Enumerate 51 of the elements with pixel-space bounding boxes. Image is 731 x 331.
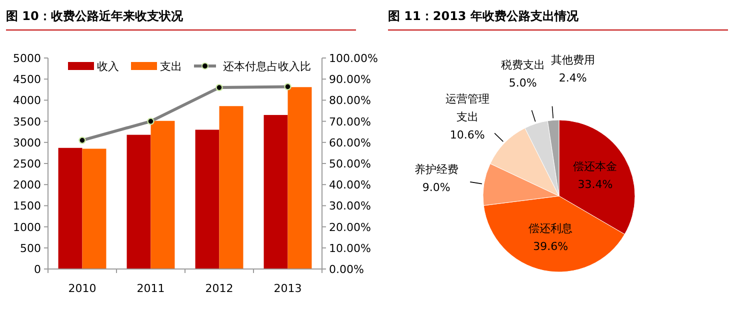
legend-label: 收入 (97, 60, 119, 73)
slice-label: 养护经费 (414, 163, 458, 176)
bar (126, 134, 151, 269)
bar (219, 106, 244, 269)
x-tick-label: 2012 (205, 282, 234, 295)
y2-tick-label: 10.00% (329, 242, 371, 255)
y-tick-label: 4500 (13, 73, 41, 86)
legend-label: 还本付息占收入比 (223, 60, 311, 73)
y2-tick-label: 90.00% (329, 73, 371, 86)
y-tick-label: 4000 (13, 94, 41, 108)
slice-label: 运营管理支出 (445, 92, 490, 124)
bar (150, 120, 175, 269)
bar (58, 148, 82, 269)
y-tick-label: 3500 (13, 115, 41, 128)
legend-label: 支出 (160, 60, 182, 73)
y2-tick-label: 70.00% (329, 115, 371, 128)
y-tick-label: 500 (20, 242, 41, 255)
data-label: 33.4% (578, 178, 613, 192)
data-label: 39.6% (533, 240, 568, 253)
y-tick-label: 1500 (13, 200, 41, 213)
bar (195, 130, 220, 269)
slice-label: 其他费用 (550, 53, 595, 66)
y2-tick-label: 40.00% (329, 178, 371, 192)
data-label: 10.6% (450, 128, 485, 142)
slice-label: 偿还利息 (528, 222, 573, 235)
slice-label: 税费支出 (500, 58, 545, 72)
y2-tick-label: 60.00% (329, 136, 371, 150)
y2-tick-label: 20.00% (329, 220, 371, 234)
data-label: 5.0% (508, 76, 537, 90)
y-tick-label: 5000 (13, 52, 41, 65)
chart-title: 图 11：2013 年收费公路支出情况 (388, 9, 580, 23)
y-tick-label: 1000 (13, 220, 41, 234)
x-tick-label: 2010 (68, 282, 96, 295)
y-tick-label: 0 (34, 263, 41, 276)
y2-tick-label: 0.00% (329, 263, 364, 276)
data-label: 2.4% (558, 71, 587, 84)
y2-tick-label: 30.00% (329, 200, 371, 213)
y2-tick-label: 80.00% (329, 94, 371, 108)
chart-title: 图 10：收费公路近年来收支状况 (6, 9, 184, 23)
bar (288, 87, 312, 269)
y-tick-label: 2500 (13, 158, 41, 170)
slice-label: 偿还本金 (573, 160, 618, 174)
y2-tick-label: 50.00% (329, 158, 371, 170)
y-tick-label: 2000 (13, 178, 41, 192)
bar (264, 114, 288, 269)
y2-tick-label: 100.00% (329, 52, 378, 65)
x-tick-label: 2013 (274, 282, 302, 295)
y-tick-label: 3000 (13, 136, 41, 150)
x-tick-label: 2011 (136, 282, 165, 295)
data-label: 9.0% (422, 181, 450, 194)
bar (82, 148, 106, 269)
